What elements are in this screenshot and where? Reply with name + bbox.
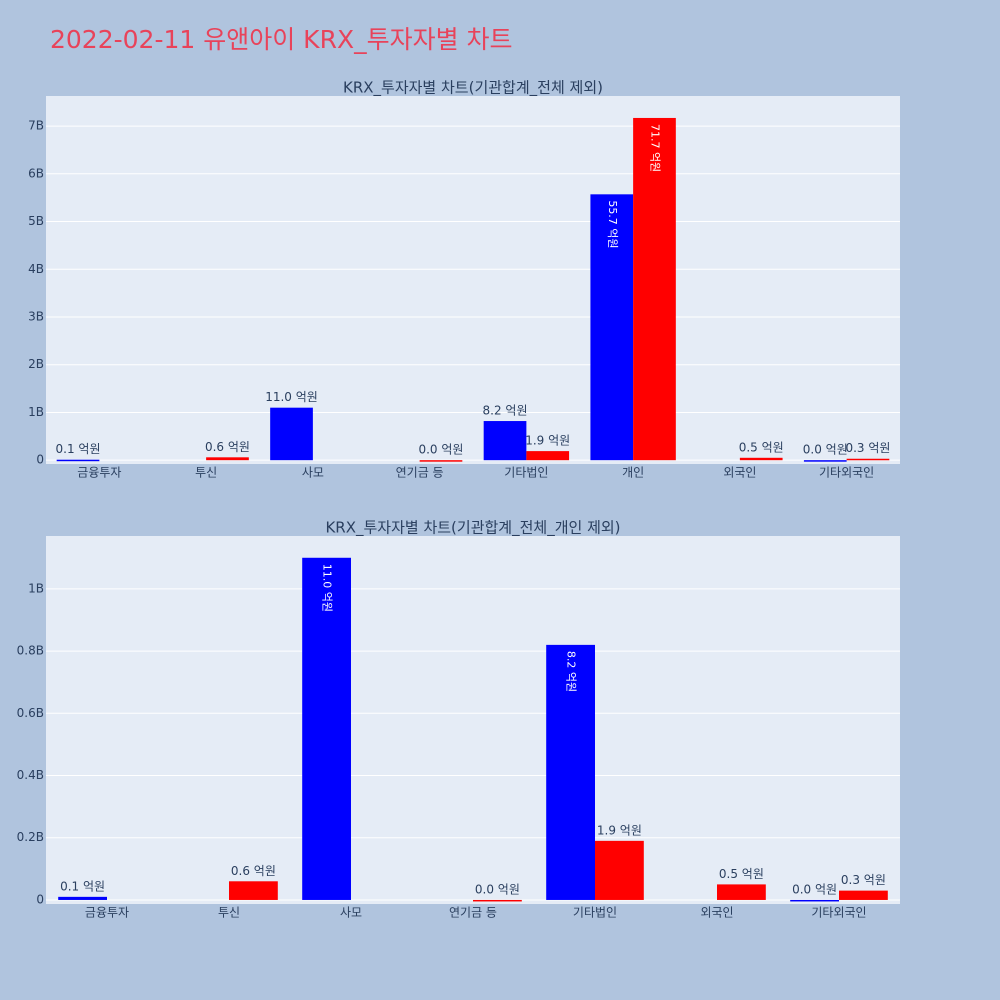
bar (58, 896, 107, 900)
x-tick-label: 기타법인 (504, 466, 548, 480)
bar (803, 460, 847, 462)
x-tick-label: 기타외국인 (811, 906, 866, 920)
y-tick-label: 0 (36, 892, 44, 906)
value-label: 0.5 억원 (739, 440, 784, 454)
y-tick-label: 7B (28, 119, 44, 133)
value-label: 71.7 억원 (648, 124, 661, 172)
x-tick-label: 금융투자 (77, 466, 121, 480)
bar (546, 644, 595, 900)
x-tick-label: 투신 (218, 906, 240, 920)
x-tick-label: 기타외국인 (819, 466, 874, 480)
bar (270, 407, 313, 461)
chart-title: KRX_투자자별 차트(기관합계_전체_개인 제외) (325, 519, 620, 538)
y-tick-label: 6B (28, 166, 44, 180)
bar (846, 458, 890, 461)
bar (419, 460, 463, 462)
x-tick-label: 기타법인 (573, 906, 617, 920)
plot-area (46, 536, 900, 904)
bar (473, 899, 522, 902)
y-tick-label: 0.4B (17, 768, 44, 782)
y-tick-label: 0.2B (17, 830, 44, 844)
bar (839, 890, 888, 900)
bar (633, 117, 676, 461)
y-tick-label: 4B (28, 262, 44, 276)
y-tick-label: 3B (28, 309, 44, 323)
value-label: 55.7 억원 (606, 200, 619, 248)
value-label: 0.3 억원 (841, 873, 886, 887)
bar (739, 457, 783, 461)
value-label: 11.0 억원 (265, 390, 318, 404)
x-tick-label: 연기금 등 (449, 906, 497, 920)
y-tick-label: 5B (28, 214, 44, 228)
value-label: 0.0 억원 (803, 443, 848, 457)
value-label: 0.0 억원 (418, 443, 463, 457)
y-tick-label: 0 (36, 453, 44, 467)
bar (590, 194, 634, 461)
y-tick-label: 2B (28, 357, 44, 371)
bar (483, 421, 527, 461)
value-label: 1.9 억원 (525, 434, 570, 448)
value-label: 1.9 억원 (597, 823, 642, 837)
value-label: 0.1 억원 (60, 879, 105, 893)
y-tick-label: 0.6B (17, 706, 44, 720)
y-tick-label: 0.8B (17, 644, 44, 658)
chart-title: KRX_투자자별 차트(기관합계_전체 제외) (343, 79, 603, 98)
value-label: 0.0 억원 (475, 882, 520, 896)
y-tick-label: 1B (28, 581, 44, 595)
bar (790, 899, 839, 902)
bar (206, 457, 249, 461)
x-tick-label: 금융투자 (85, 906, 129, 920)
x-tick-label: 사모 (302, 466, 324, 480)
bar (595, 840, 644, 900)
value-label: 8.2 억원 (483, 404, 528, 418)
bar (302, 557, 351, 900)
x-tick-label: 연기금 등 (396, 466, 444, 480)
plot-area (46, 96, 900, 464)
x-tick-label: 외국인 (723, 466, 756, 480)
x-tick-label: 투신 (195, 466, 217, 480)
bar (717, 884, 766, 900)
page-title: 2022-02-11 유앤아이 KRX_투자자별 차트 (50, 25, 513, 54)
value-label: 0.1 억원 (56, 442, 101, 456)
value-label: 11.0 억원 (321, 564, 334, 612)
x-tick-label: 사모 (340, 906, 362, 920)
value-label: 0.5 억원 (719, 867, 764, 881)
value-label: 0.6 억원 (231, 864, 276, 878)
bar (229, 881, 278, 900)
value-label: 0.3 억원 (845, 441, 890, 455)
value-label: 0.6 억원 (205, 440, 250, 454)
bar (526, 451, 570, 461)
bar (56, 459, 100, 462)
value-label: 0.0 억원 (792, 882, 837, 896)
x-tick-label: 외국인 (700, 906, 733, 920)
value-label: 8.2 억원 (565, 651, 578, 692)
x-tick-label: 개인 (622, 466, 644, 480)
y-tick-label: 1B (28, 405, 44, 419)
